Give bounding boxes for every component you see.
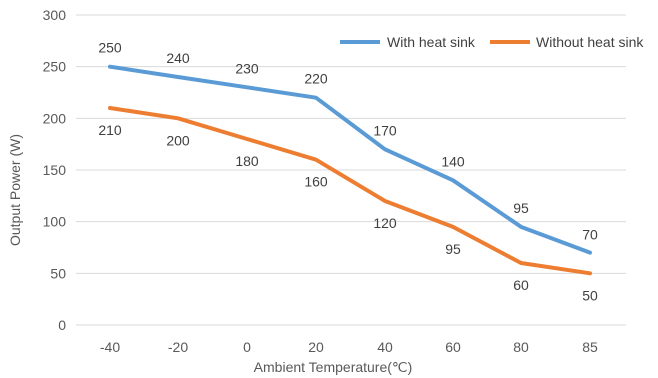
data-label: 220 [304,71,328,87]
data-label: 140 [441,153,465,169]
x-tick-label: -20 [168,339,188,355]
y-tick-label: 50 [50,265,66,281]
x-axis-title: Ambient Temperature(℃) [254,359,413,375]
legend-label-without-heat-sink: Without heat sink [536,34,644,50]
y-tick-label: 0 [58,317,66,333]
data-label: 210 [98,122,122,138]
gridlines [76,14,626,326]
legend: With heat sink Without heat sink [340,34,644,50]
y-tick-label: 300 [43,7,67,23]
data-label: 170 [373,122,397,138]
data-label: 120 [373,215,397,231]
x-tick-label: 80 [513,339,529,355]
x-tick-label: 40 [377,339,393,355]
data-label: 160 [304,174,328,190]
y-tick-label: 100 [43,214,67,230]
data-label: 240 [166,50,190,66]
legend-label-with-heat-sink: With heat sink [387,34,476,50]
data-label: 95 [445,241,461,257]
x-tick-label: 60 [445,339,461,355]
data-labels: 250 240 230 220 170 140 95 70 210 200 180 160 120 95 6… [98,40,598,304]
data-label: 200 [166,132,190,148]
y-axis-title: Output Power (W) [7,134,23,246]
y-tick-label: 150 [43,162,67,178]
data-label: 50 [582,287,598,303]
data-label: 250 [98,40,122,56]
data-label: 230 [235,60,259,76]
series-line-with-heat-sink [108,64,592,255]
x-axis-ticks: -40 -20 0 20 40 60 80 85 [100,339,598,355]
data-label: 70 [582,227,598,243]
data-label: 95 [513,200,529,216]
x-tick-label: 20 [308,339,324,355]
y-axis-ticks: 0 50 100 150 200 250 300 [43,7,67,333]
y-tick-label: 250 [43,59,67,75]
x-tick-label: 85 [582,339,598,355]
x-tick-label: 0 [243,339,251,355]
series-lines [108,64,592,276]
data-label: 180 [235,153,259,169]
series-line-without-heat-sink [108,106,592,276]
y-tick-label: 200 [43,110,67,126]
data-label: 60 [513,277,529,293]
x-tick-label: -40 [100,339,120,355]
